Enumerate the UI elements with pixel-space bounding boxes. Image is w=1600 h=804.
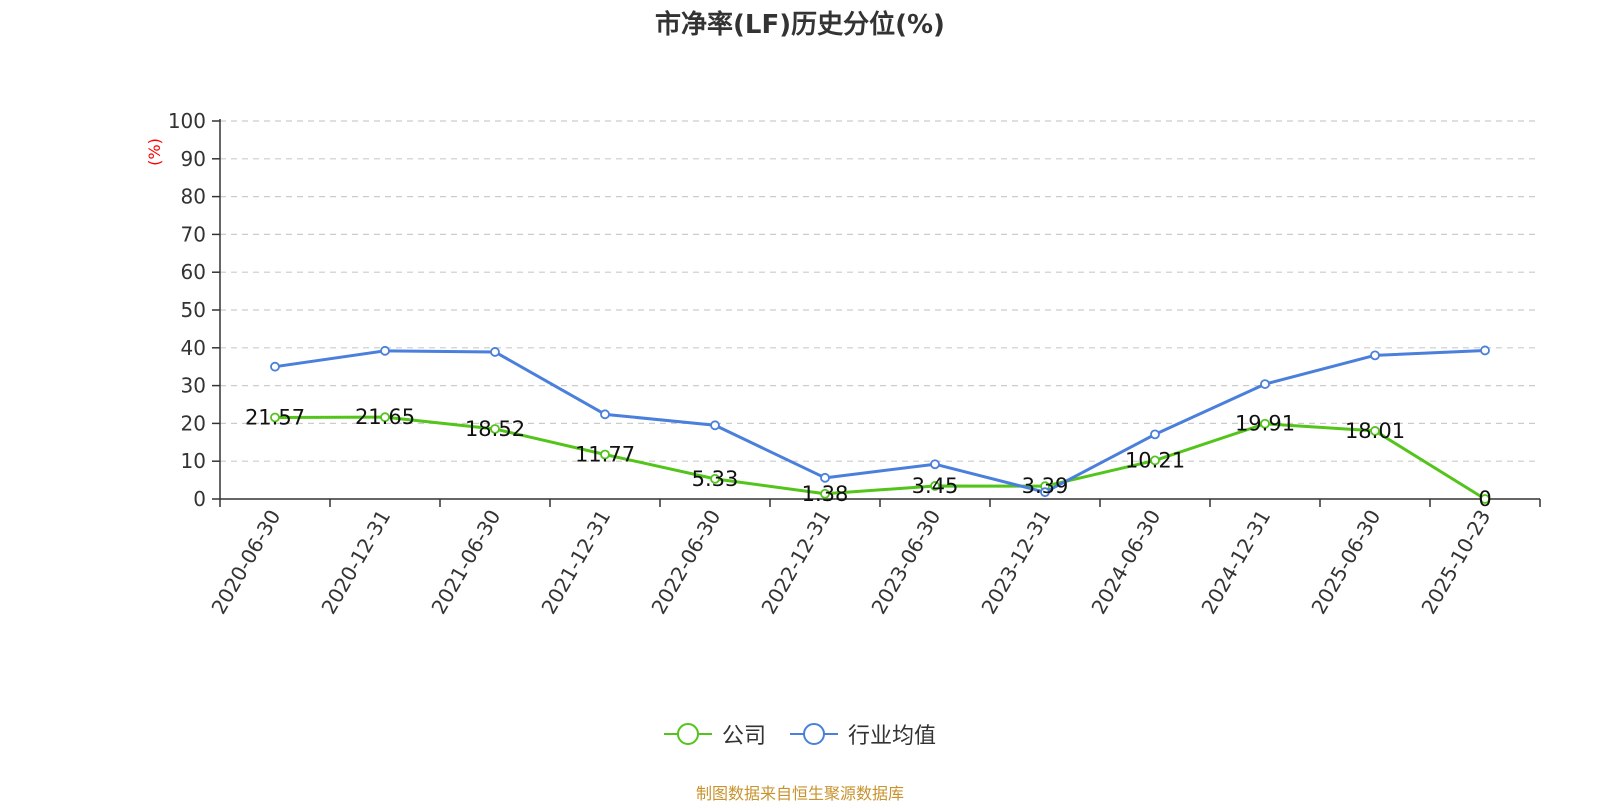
data-label: 18.01 <box>1345 419 1405 443</box>
series-1-point <box>930 459 940 470</box>
x-tick-label: 2025-06-30 <box>1306 506 1385 619</box>
y-tick-label: 30 <box>181 374 206 398</box>
x-tick-label: 2020-06-30 <box>206 506 285 619</box>
data-label: 21.65 <box>355 405 415 429</box>
data-label: 18.52 <box>465 417 525 441</box>
y-tick-label: 90 <box>181 147 206 171</box>
legend-label-industry-average: 行业均值 <box>848 724 937 749</box>
series-1-point <box>380 345 390 356</box>
data-label: 3.39 <box>1022 474 1069 498</box>
series-0-point <box>380 412 390 423</box>
y-axis-label: (%) <box>145 138 164 166</box>
x-tick-label: 2025-10-23 <box>1416 506 1495 619</box>
series-0-point <box>600 449 610 460</box>
data-label: 19.91 <box>1235 412 1295 436</box>
series-1-point <box>710 420 720 431</box>
series-0-point <box>1480 494 1490 504</box>
y-tick-label: 80 <box>181 185 206 209</box>
series-1-point <box>600 409 610 420</box>
legend-label-company: 公司 <box>721 724 766 749</box>
source-note: 制图数据来自恒生聚源数据库 <box>695 784 904 803</box>
series-0-point <box>820 488 830 499</box>
series-0-point <box>1150 455 1160 466</box>
data-labels: 21.57 21.65 18.52 11.77 5.33 1.38 3.45 3.39 10.2… <box>245 405 1492 511</box>
series-0-point <box>710 473 720 484</box>
series-1-point <box>1260 379 1270 389</box>
series-0-point <box>930 481 940 491</box>
series-0-point <box>270 412 280 423</box>
legend-item-industry-average[interactable]: 行业均值 <box>790 718 936 750</box>
chart-title: 市净率(LF)历史分位(%) <box>655 10 945 40</box>
series-0-point <box>1260 418 1270 429</box>
series-0-point <box>490 424 500 434</box>
data-label: 1.38 <box>802 482 849 506</box>
x-tick-label: 2020-12-31 <box>316 506 395 619</box>
series-1-point <box>1040 487 1050 498</box>
x-tick-label: 2021-06-30 <box>426 506 505 619</box>
data-label: 10.21 <box>1125 448 1185 472</box>
data-label: 5.33 <box>692 467 739 491</box>
series-1-point <box>1370 350 1380 361</box>
x-tick-label: 2024-06-30 <box>1086 506 1165 619</box>
y-tick-label: 20 <box>181 411 206 435</box>
axes: 0 10 20 30 40 50 60 70 80 90 100 2020-06-30 2020-12-… <box>168 109 1541 619</box>
y-tick-label: 0 <box>193 487 206 511</box>
series-line-1 <box>274 348 1486 494</box>
x-tick-label: 2022-06-30 <box>646 506 725 619</box>
series-lines <box>270 345 1490 504</box>
y-tick-label: 100 <box>168 109 206 133</box>
x-tick-label: 2022-12-31 <box>756 506 835 619</box>
x-tick-label: 2023-06-30 <box>866 506 945 619</box>
data-label: 3.45 <box>912 474 959 498</box>
x-tick-label: 2024-12-31 <box>1196 506 1275 619</box>
x-tick-label: 2023-12-31 <box>976 506 1055 619</box>
y-tick-label: 10 <box>181 449 206 473</box>
line-chart: 0 10 20 30 40 50 60 70 80 90 100 2020-06-30 2020-12-… <box>145 109 1541 619</box>
grid-lines <box>220 120 1540 462</box>
y-tick-label: 70 <box>181 222 206 246</box>
series-1-point <box>820 472 830 483</box>
legend-company-marker-icon <box>663 723 712 745</box>
series-1-point <box>270 361 280 372</box>
y-tick-label: 40 <box>181 336 206 360</box>
series-1-point <box>490 347 500 357</box>
data-label: 0 <box>1478 487 1491 511</box>
legend: 公司 行业均值 <box>0 718 1600 750</box>
legend-item-company[interactable]: 公司 <box>663 718 766 750</box>
x-tick-label: 2021-12-31 <box>536 506 615 619</box>
y-tick-label: 50 <box>181 298 206 322</box>
series-1-point <box>1480 345 1490 356</box>
data-label: 21.57 <box>245 405 305 429</box>
data-label: 11.77 <box>575 443 635 467</box>
series-1-point <box>1150 429 1160 440</box>
series-line-0 <box>274 415 1486 501</box>
y-tick-label: 60 <box>181 260 206 284</box>
series-0-point <box>1370 426 1380 436</box>
legend-industry-marker-icon <box>790 723 838 745</box>
